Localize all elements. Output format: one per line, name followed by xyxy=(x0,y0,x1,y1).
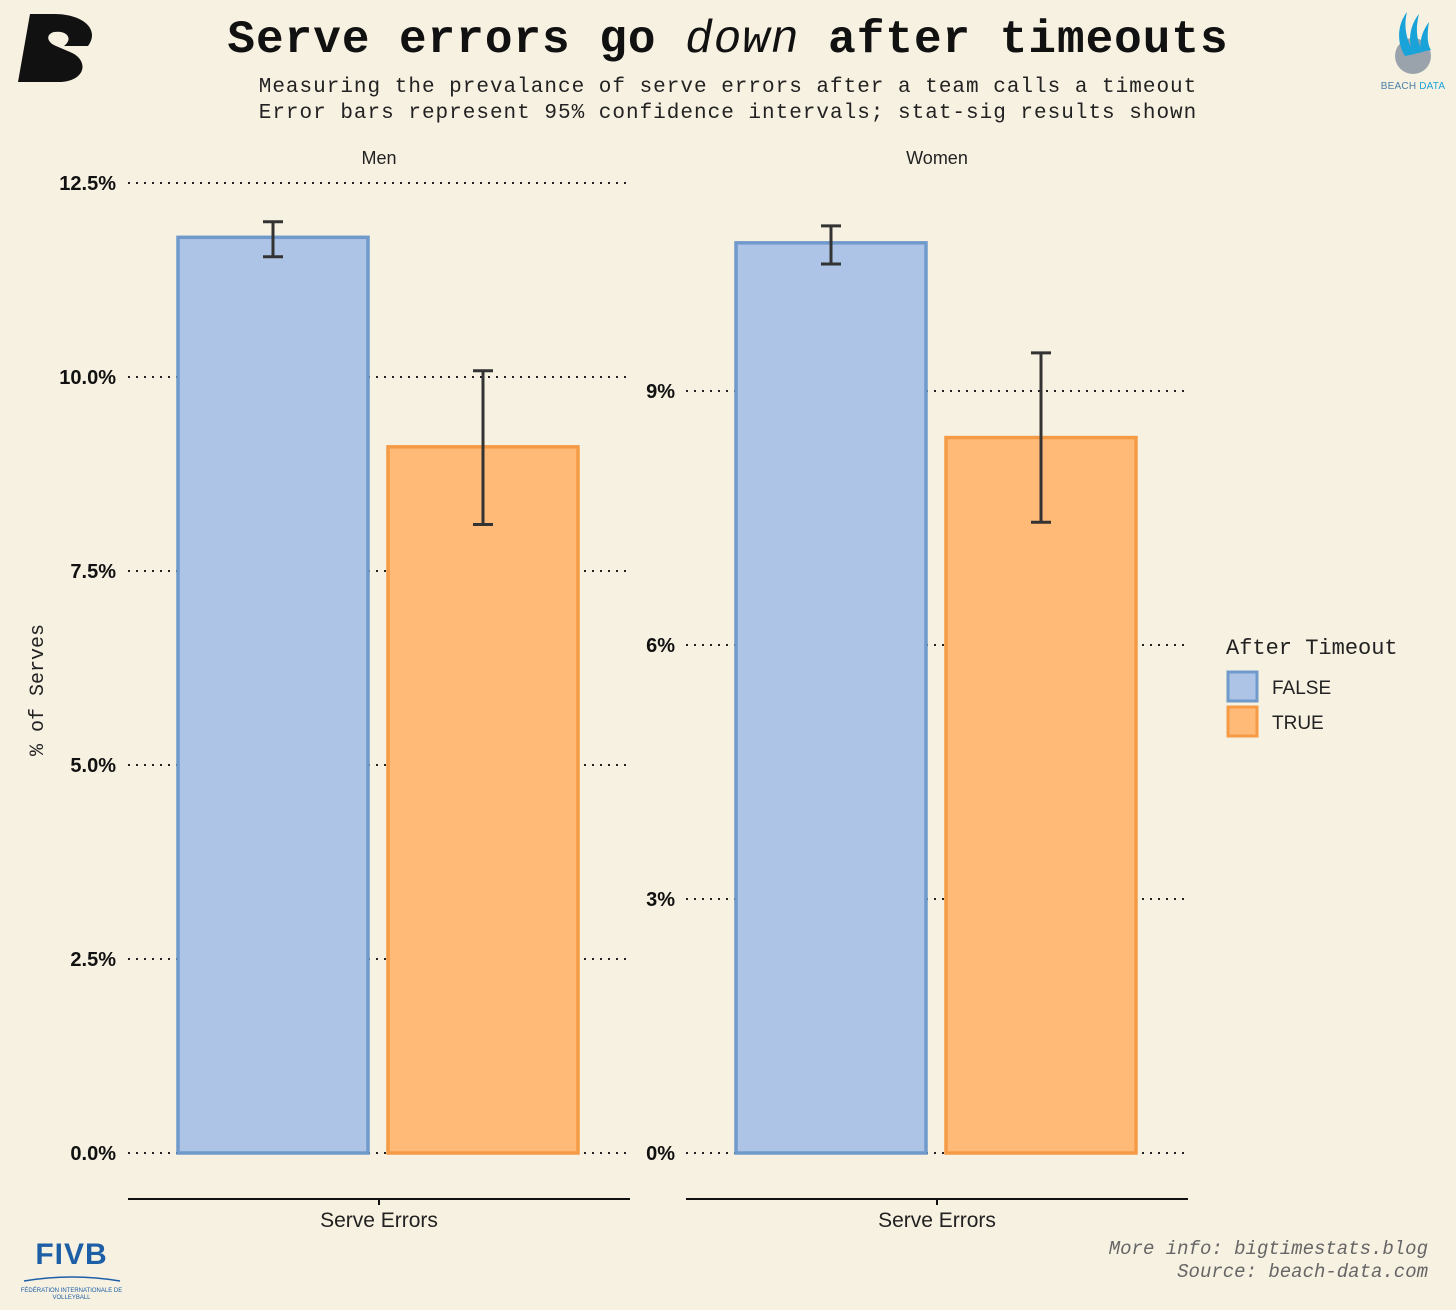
y-tick-label: 2.5% xyxy=(70,949,116,971)
legend-title: After Timeout xyxy=(1226,636,1398,661)
y-tick-label: 0% xyxy=(646,1143,675,1165)
bar-false xyxy=(734,241,928,1155)
bar-false xyxy=(176,235,370,1155)
y-tick-label: 9% xyxy=(646,381,675,403)
legend-label-true: TRUE xyxy=(1272,713,1324,734)
y-tick-label: 3% xyxy=(646,889,675,911)
more-info-text: More info: bigtimestats.blog xyxy=(1108,1238,1428,1260)
title-after: after timeouts xyxy=(828,14,1229,66)
subtitle-line-1: Measuring the prevalance of serve errors… xyxy=(258,76,1198,99)
panel-title: Men xyxy=(361,148,396,168)
y-tick-label: 10.0% xyxy=(59,367,116,389)
y-axis-title: % of Serves xyxy=(27,624,50,756)
title-emphasis: down xyxy=(685,14,800,66)
bar-true xyxy=(386,445,580,1155)
bar-true xyxy=(944,435,1138,1155)
y-tick-label: 5.0% xyxy=(70,755,116,777)
y-tick-label: 12.5% xyxy=(59,173,116,195)
subtitle-line-2: Error bars represent 95% confidence inte… xyxy=(258,102,1198,125)
title-before: Serve errors go xyxy=(227,14,657,66)
legend-swatch-false xyxy=(1226,670,1259,703)
beach-data-logo: BEACH DATA xyxy=(1378,10,1448,92)
y-tick-label: 7.5% xyxy=(70,561,116,583)
fivb-wordmark: FIVB xyxy=(35,1238,108,1271)
chart-title: Serve errors go down after timeouts xyxy=(0,14,1456,66)
x-tick-label: Serve Errors xyxy=(878,1209,996,1232)
source-text: Source: beach-data.com xyxy=(1177,1261,1428,1283)
bigtimestats-logo xyxy=(14,12,98,89)
panel-title: Women xyxy=(906,148,968,168)
beach-text: BEACH xyxy=(1380,81,1417,92)
x-tick-label: Serve Errors xyxy=(320,1209,438,1232)
legend-swatch-true xyxy=(1226,705,1259,738)
footer-credits: More info: bigtimestats.blog Source: bea… xyxy=(1109,1238,1428,1284)
legend-label-false: FALSE xyxy=(1272,678,1331,699)
y-tick-label: 0.0% xyxy=(70,1143,116,1165)
fivb-subtext: FÉDÉRATION INTERNATIONALE DE VOLLEYBALL xyxy=(20,1288,123,1301)
fivb-logo: FIVB FÉDÉRATION INTERNATIONALE DE VOLLEY… xyxy=(14,1240,129,1302)
y-tick-label: 6% xyxy=(646,635,675,657)
data-text: DATA xyxy=(1419,81,1446,92)
